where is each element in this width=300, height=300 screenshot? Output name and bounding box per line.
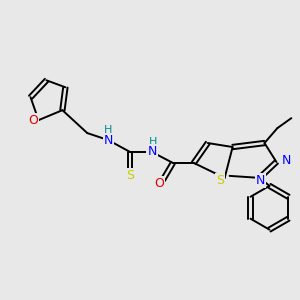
Text: N: N (256, 174, 265, 188)
Text: N: N (282, 154, 291, 167)
Text: N: N (147, 146, 157, 158)
Text: O: O (28, 114, 38, 127)
Text: N: N (103, 134, 113, 146)
Text: S: S (126, 169, 134, 182)
Text: H: H (104, 125, 112, 135)
Text: O: O (154, 177, 164, 190)
Text: H: H (149, 137, 157, 147)
Text: S: S (216, 174, 224, 188)
